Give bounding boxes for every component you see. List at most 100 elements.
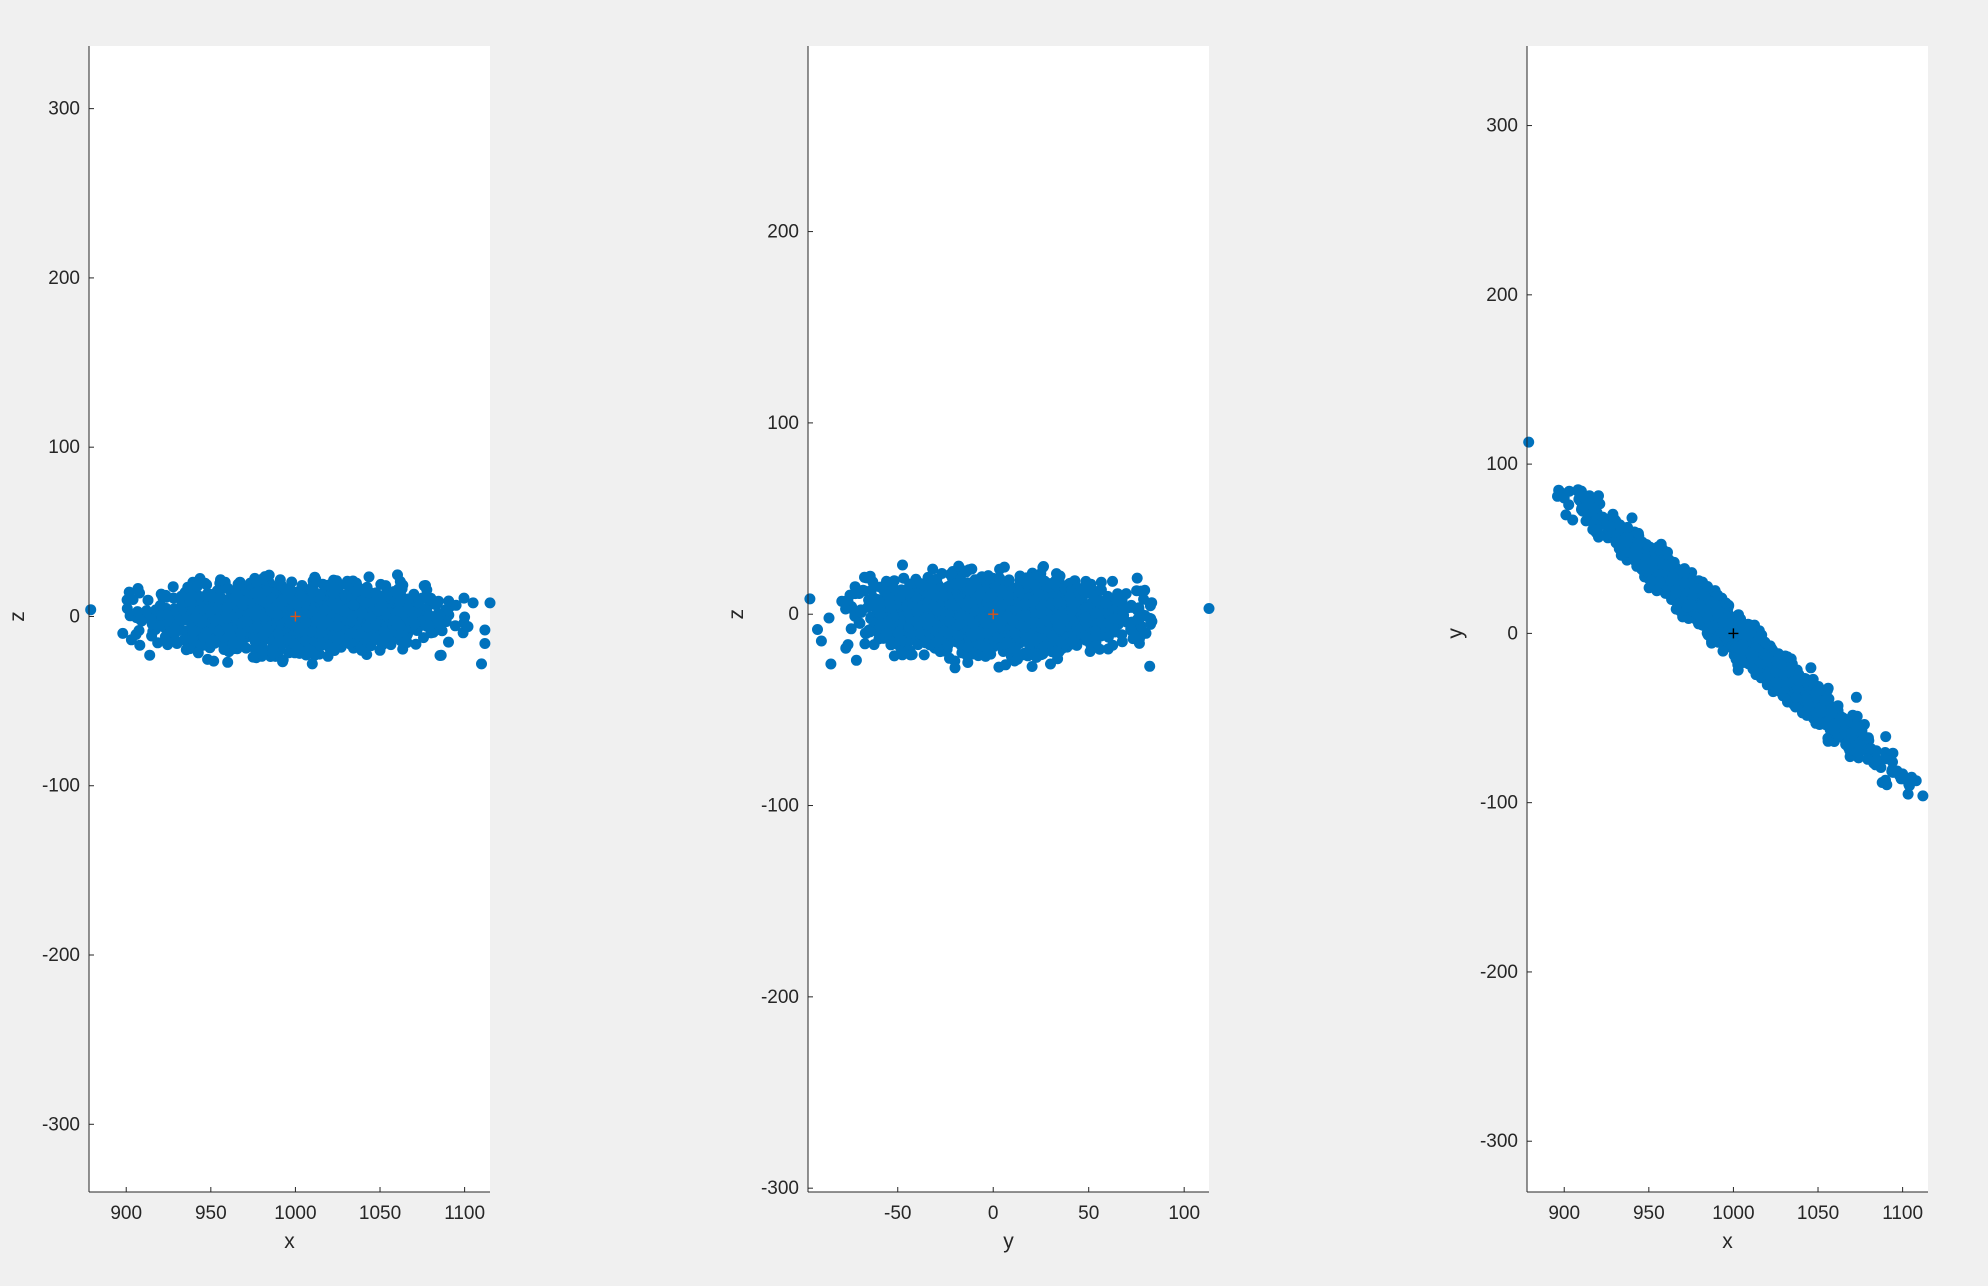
data-point — [346, 627, 358, 639]
data-point — [459, 611, 471, 623]
data-point — [1117, 603, 1128, 615]
data-point — [927, 563, 939, 575]
data-point — [331, 620, 343, 632]
x-tick-label: 1000 — [274, 1203, 316, 1224]
data-point — [1055, 636, 1067, 648]
data-point — [1116, 629, 1128, 641]
data-point — [825, 658, 837, 670]
data-point — [316, 619, 328, 631]
data-point — [462, 621, 474, 633]
data-point — [484, 597, 496, 609]
data-point — [1090, 607, 1102, 619]
data-point — [167, 581, 179, 593]
data-point — [160, 636, 172, 647]
data-point — [372, 605, 384, 617]
data-point — [208, 655, 220, 667]
data-point — [458, 592, 470, 604]
data-point — [272, 609, 284, 620]
data-point — [425, 594, 437, 606]
data-point — [1027, 633, 1039, 645]
data-point — [844, 589, 856, 601]
data-point — [892, 627, 904, 639]
data-point — [222, 656, 234, 668]
data-point — [423, 620, 435, 632]
data-point — [191, 580, 203, 592]
x-tick-label: 50 — [1078, 1203, 1099, 1224]
data-point — [884, 592, 896, 604]
data-point — [374, 644, 386, 656]
data-point — [228, 592, 240, 604]
data-point — [931, 605, 943, 617]
data-point — [1049, 578, 1061, 590]
data-point — [1020, 609, 1031, 620]
data-point — [390, 587, 402, 599]
data-point — [300, 617, 312, 629]
data-point — [247, 651, 259, 663]
data-point — [306, 658, 318, 670]
data-point — [370, 587, 382, 599]
data-point — [1058, 615, 1070, 627]
data-point — [277, 656, 289, 668]
data-point — [982, 570, 994, 582]
data-point — [942, 627, 954, 639]
data-point — [449, 620, 461, 632]
data-point — [823, 612, 835, 624]
data-point — [117, 627, 129, 639]
data-point — [394, 596, 406, 608]
x-axis-label: y — [1003, 1230, 1014, 1253]
data-point — [1099, 597, 1111, 609]
x-tick-label: -50 — [884, 1203, 911, 1224]
data-point — [1007, 614, 1019, 626]
data-point — [363, 571, 375, 583]
data-point — [161, 609, 173, 621]
y-tick-label: 0 — [788, 604, 799, 625]
data-point — [949, 662, 961, 674]
x-tick-label: 1100 — [444, 1203, 485, 1224]
data-point — [381, 590, 393, 602]
data-point — [222, 583, 234, 595]
data-point — [974, 588, 986, 600]
data-point — [402, 593, 414, 605]
data-point — [403, 604, 415, 615]
data-point — [232, 578, 244, 590]
data-point — [201, 631, 213, 643]
x-tick-label: 950 — [195, 1203, 227, 1224]
y-tick-label: 200 — [767, 222, 799, 243]
data-point — [256, 594, 268, 606]
data-point — [190, 611, 202, 623]
data-point — [121, 603, 133, 614]
data-point — [1000, 659, 1012, 671]
data-point — [479, 638, 491, 649]
data-point — [400, 636, 412, 648]
data-point — [913, 603, 925, 615]
data-point — [873, 633, 885, 645]
data-point — [1052, 596, 1064, 608]
data-point — [918, 649, 930, 661]
data-point — [1009, 628, 1021, 640]
data-point — [359, 597, 371, 609]
data-point — [418, 580, 430, 592]
data-point — [350, 585, 362, 597]
data-point — [850, 654, 862, 666]
data-point — [888, 650, 900, 662]
y-tick-label: 200 — [48, 268, 80, 289]
data-point — [985, 590, 997, 602]
data-point — [855, 604, 867, 616]
data-point — [184, 643, 196, 655]
data-point — [1001, 636, 1013, 648]
data-point — [392, 569, 403, 581]
data-point — [1066, 636, 1078, 648]
data-point — [152, 637, 164, 649]
data-point — [996, 599, 1008, 611]
data-point — [187, 626, 199, 638]
data-point — [952, 630, 964, 642]
data-point — [1029, 579, 1041, 591]
data-point — [1140, 627, 1152, 639]
data-point — [1038, 561, 1049, 572]
data-point — [1090, 626, 1101, 637]
data-point — [854, 617, 866, 629]
y-tick-label: -100 — [761, 796, 799, 817]
data-point — [859, 571, 870, 583]
data-point — [1085, 578, 1097, 590]
